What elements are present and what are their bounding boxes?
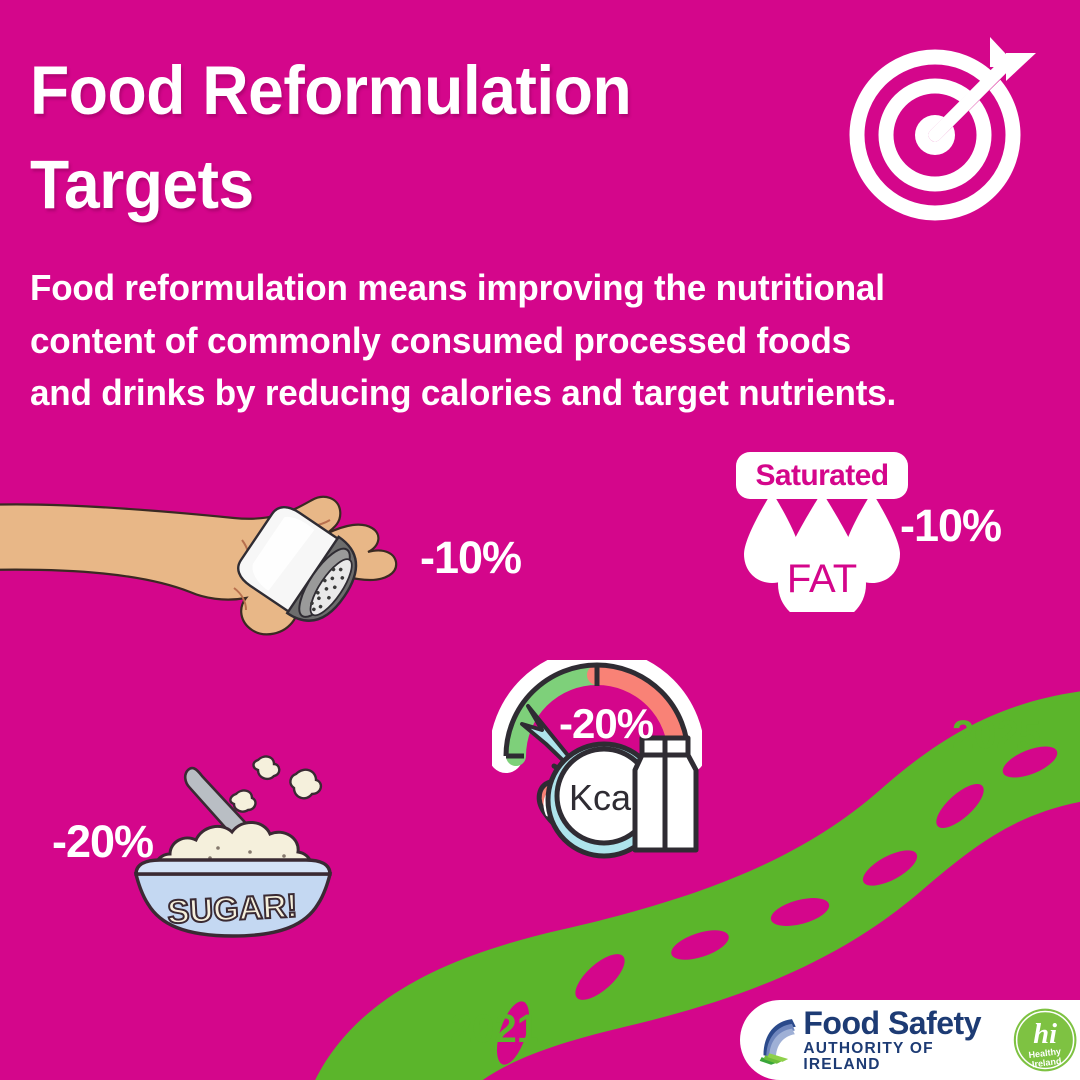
sugar-bowl-label: SUGAR!: [166, 887, 298, 931]
sugar-reduction-label: -20%: [52, 816, 154, 867]
fsai-name-secondary: AUTHORITY OF IRELAND: [803, 1039, 934, 1073]
intro-line-1: Food reformulation means improving the n…: [30, 267, 885, 308]
page-title: Food Reformulation Targets: [30, 44, 700, 232]
fsai-swoosh-icon: [759, 1019, 796, 1065]
page-title-line-1: Food Reformulation: [30, 52, 632, 129]
intro-line-3: and drinks by reducing calories and targ…: [30, 372, 897, 414]
timeline-start-year: 2021: [450, 1007, 539, 1051]
svg-text:FAT: FAT: [787, 557, 857, 601]
fsai-name-primary: Food Safety: [803, 1004, 981, 1041]
logo-bar: Food Safety AUTHORITY OF IRELAND hi Heal…: [740, 1000, 1080, 1080]
saturated-pill: Saturated: [736, 452, 908, 499]
calories-reduction-label: -20%: [559, 700, 654, 747]
timeline-end-year: 2025: [952, 713, 1041, 757]
salt-reduction-label: -10%: [420, 532, 522, 583]
intro-line-2: content of commonly consumed processed f…: [30, 319, 851, 361]
fsai-wordmark: Food Safety AUTHORITY OF IRELAND: [803, 1004, 1005, 1073]
intro-paragraph: Food reformulation means improving the n…: [30, 262, 1009, 420]
kcal-dial-label: Kcal: [569, 777, 639, 818]
salt-shaker-icon: [0, 495, 398, 636]
target-icon: [849, 37, 1036, 221]
kcal-gauge-icon: Kcal: [492, 660, 702, 859]
sugar-bowl-icon: SUGAR!: [133, 755, 333, 938]
milk-carton-icon: [632, 735, 699, 853]
healthy-ireland-monogram: hi: [1033, 1019, 1057, 1050]
fat-droplets-icon: FAT Saturated: [730, 452, 915, 612]
saturated-fat-reduction-label: -10%: [900, 500, 1002, 551]
page-title-line-2: Targets: [30, 145, 254, 223]
saturated-pill-label: Saturated: [755, 459, 890, 492]
healthy-ireland-badge-icon: hi Healthy Ireland: [1013, 1008, 1077, 1072]
